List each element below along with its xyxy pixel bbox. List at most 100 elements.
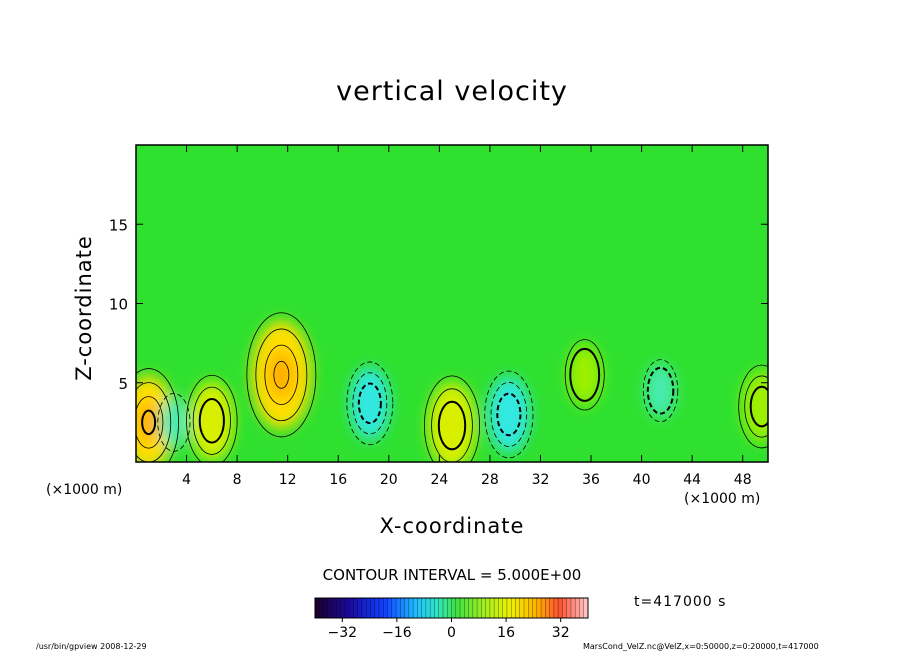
colorbar-cell bbox=[413, 598, 418, 618]
colorbar-cell bbox=[460, 598, 465, 618]
y-tick-label: 15 bbox=[109, 216, 128, 234]
x-tick-label: 16 bbox=[329, 472, 347, 488]
x-tick-label: 32 bbox=[532, 472, 550, 488]
colorbar-cell bbox=[472, 598, 478, 618]
colorbar-tick-label: −32 bbox=[328, 625, 358, 641]
x-axis-label: X-coordinate bbox=[379, 514, 525, 538]
colorbar-cell bbox=[387, 598, 393, 618]
colorbar-cell bbox=[506, 598, 512, 618]
colorbar-cell bbox=[361, 598, 367, 618]
contour-line bbox=[642, 359, 679, 423]
colorbar-cell bbox=[570, 598, 576, 618]
field-feature-core bbox=[136, 401, 161, 444]
x-tick-label: 48 bbox=[734, 472, 752, 488]
contour-line bbox=[749, 385, 768, 428]
colorbar: −32 −16 0 16 32 bbox=[314, 597, 589, 641]
colorbar-cell bbox=[528, 598, 533, 618]
contour-line bbox=[564, 339, 605, 411]
y-axis-label: Z-coordinate bbox=[72, 235, 96, 381]
colorbar-cell bbox=[434, 598, 440, 618]
contour-line bbox=[136, 396, 164, 449]
colorbar-cell bbox=[421, 598, 427, 618]
colorbar-cell bbox=[442, 598, 448, 618]
colorbar-cell bbox=[378, 598, 384, 618]
colorbar-cell bbox=[332, 598, 337, 618]
colorbar-cell bbox=[498, 598, 503, 618]
colorbar-tick-label: 32 bbox=[552, 625, 570, 641]
colorbar-tick-label: 0 bbox=[447, 625, 456, 641]
colorbar-cell bbox=[455, 598, 461, 618]
field-feature bbox=[159, 397, 188, 448]
field-feature bbox=[349, 367, 390, 440]
colorbar-cell bbox=[558, 598, 563, 618]
colorbar-cell bbox=[532, 598, 538, 618]
contour-line bbox=[141, 409, 157, 436]
footer-program-label: /usr/bin/gpview 2008-12-29 bbox=[36, 642, 147, 651]
x-tick-label: 12 bbox=[279, 472, 297, 488]
colorbar-cell bbox=[447, 598, 452, 618]
colorbar-cell bbox=[511, 598, 516, 618]
contour-line bbox=[357, 382, 382, 425]
colorbar-cell bbox=[438, 598, 444, 618]
colorbar-cell bbox=[396, 598, 401, 618]
colorbar-tick-label: −16 bbox=[382, 625, 412, 641]
colorbar-cell bbox=[370, 598, 376, 618]
contour-line bbox=[255, 328, 308, 422]
contour-line bbox=[424, 375, 480, 462]
colorbar-cell bbox=[323, 598, 329, 618]
contour-line bbox=[646, 366, 675, 415]
colorbar-cell bbox=[481, 598, 486, 618]
chart-title: vertical velocity bbox=[336, 76, 568, 107]
x-unit-label-left: (×1000 m) bbox=[46, 482, 123, 498]
contour-line bbox=[136, 382, 172, 462]
colorbar-cell bbox=[430, 598, 435, 618]
colorbar-cell bbox=[524, 598, 529, 618]
field-feature bbox=[741, 370, 768, 443]
colorbar-cell bbox=[319, 598, 324, 618]
x-unit-label-right: (×1000 m) bbox=[684, 491, 761, 507]
contour-line bbox=[437, 400, 467, 451]
colorbar-cell bbox=[489, 598, 495, 618]
colorbar-cell bbox=[336, 598, 341, 618]
contour-line bbox=[246, 312, 317, 438]
colorbar-cell bbox=[400, 598, 405, 618]
colorbar-cell bbox=[566, 598, 572, 618]
x-tick-label: 24 bbox=[430, 472, 448, 488]
colorbar-cell bbox=[464, 598, 469, 618]
colorbar-tick-label: 16 bbox=[497, 625, 515, 641]
colorbar-cell bbox=[417, 598, 422, 618]
contour-line bbox=[569, 347, 601, 402]
colorbar-cell bbox=[519, 598, 525, 618]
colorbar-cell bbox=[494, 598, 499, 618]
colorbar-cell bbox=[425, 598, 431, 618]
colorbar-cell bbox=[404, 598, 410, 618]
colorbar-cell bbox=[545, 598, 550, 618]
contour-interval-label: CONTOUR INTERVAL = 5.000E+00 bbox=[322, 566, 582, 584]
colorbar-cell bbox=[536, 598, 542, 618]
colorbar-cell bbox=[485, 598, 491, 618]
colorbar-cell bbox=[579, 598, 585, 618]
colorbar-cell bbox=[468, 598, 474, 618]
contour-line bbox=[136, 368, 179, 462]
colorbar-cell bbox=[549, 598, 555, 618]
time-label: t=417000 s bbox=[634, 594, 727, 610]
y-tick-label: 10 bbox=[109, 296, 128, 314]
contour-line bbox=[157, 392, 191, 452]
contour-line bbox=[490, 381, 528, 447]
colorbar-cell bbox=[391, 598, 397, 618]
colorbar-cell bbox=[502, 598, 508, 618]
colorbar-cell bbox=[583, 598, 589, 618]
colorbar-cell bbox=[553, 598, 559, 618]
colorbar-cell bbox=[408, 598, 414, 618]
contour-line bbox=[484, 370, 534, 459]
field-feature-core bbox=[267, 350, 295, 400]
contour-line bbox=[346, 361, 394, 446]
contour-line bbox=[352, 372, 388, 435]
colorbar-cell bbox=[366, 598, 371, 618]
field-feature bbox=[567, 344, 602, 406]
colorbar-cell bbox=[340, 598, 346, 618]
field-feature bbox=[645, 363, 676, 418]
x-tick-label: 44 bbox=[683, 472, 701, 488]
contour-line bbox=[431, 388, 473, 462]
